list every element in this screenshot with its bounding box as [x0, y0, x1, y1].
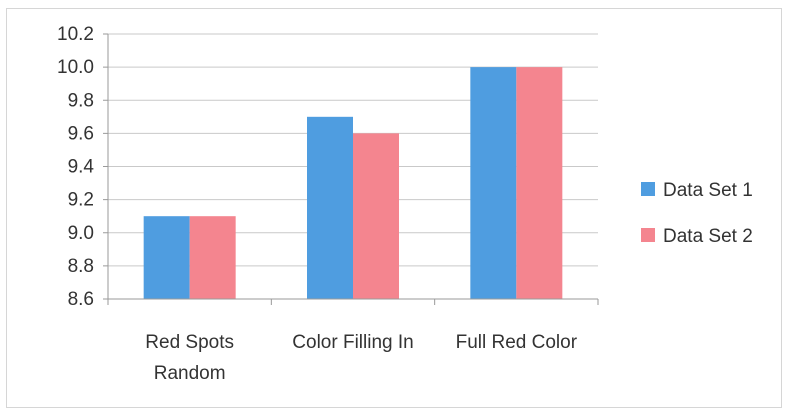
x-category-label: Red Spots Random [145, 332, 234, 384]
bar-2 [189, 216, 236, 299]
legend-swatch [641, 228, 655, 242]
y-tick-label: 9.6 [68, 123, 94, 144]
y-tick-label: 9.8 [68, 90, 94, 111]
x-category-label-line: Full Red Color [456, 332, 578, 353]
y-tick-label: 8.6 [68, 289, 94, 310]
x-category-label-line: Red Spots [145, 332, 234, 353]
legend-swatch [641, 182, 655, 196]
x-axis-categories: Red Spots Random Color Filling In Full Red … [145, 332, 577, 384]
x-category-label: Full Red Color [456, 332, 578, 353]
bar-1 [307, 116, 353, 299]
bars [143, 67, 563, 299]
y-tick-label: 9.4 [68, 157, 95, 178]
bar-1 [143, 216, 190, 299]
legend: Data Set 1 Data Set 2 [641, 180, 753, 247]
y-axis-ticks: 8.6 8.8 9.0 9.2 9.4 9.6 9.8 10.0 10.2 [57, 24, 94, 310]
y-tick-label: 8.8 [68, 256, 94, 277]
bar-1 [470, 67, 517, 299]
x-category-label-line: Random [154, 363, 226, 384]
bar-2 [353, 133, 399, 299]
axes [103, 33, 599, 305]
y-tick-label: 10.0 [57, 57, 94, 78]
x-category-label-line: Color Filling In [292, 332, 413, 353]
y-tick-label: 9.2 [68, 190, 94, 211]
y-tick-label: 9.0 [68, 223, 94, 244]
bar-2 [516, 67, 563, 299]
legend-label: Data Set 1 [663, 180, 753, 201]
y-tick-label: 10.2 [57, 24, 94, 45]
x-category-label: Color Filling In [292, 332, 413, 353]
legend-label: Data Set 2 [663, 226, 753, 247]
